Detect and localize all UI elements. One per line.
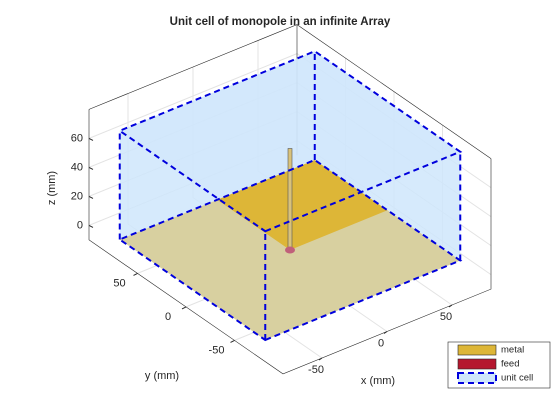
x-tick [448,304,453,308]
y-tick [181,306,187,310]
z-tick [88,195,94,199]
z-axis-label: z (mm) [46,171,58,205]
y-axis-label: y (mm) [145,370,179,382]
x-tick-label: 0 [378,337,384,349]
legend: metal feed unit cell [447,341,551,389]
z-tick [88,137,94,141]
legend-swatch [457,372,497,384]
y-tick-label: 0 [165,311,171,323]
unit-cell-top [119,51,461,232]
chart-title: Unit cell of monopole in an infinite Arr… [170,16,391,28]
x-tick-label: -50 [308,364,324,376]
z-tick [88,166,94,170]
legend-label: feed [501,359,520,370]
z-tick-label: 60 [71,132,83,144]
feed [285,246,295,254]
x-tick [318,357,323,361]
y-tick-label: -50 [209,344,225,356]
x-axis-label: x (mm) [361,375,395,387]
x-tick-label: 50 [440,311,452,323]
legend-label: unit cell [501,373,533,384]
y-tick [230,339,235,343]
legend-label: metal [501,345,524,356]
z-tick [88,224,94,228]
ground-plane-lit [217,160,388,250]
scene: -50 0 50 -50 0 50 0 20 40 60 [71,24,492,376]
y-tick-label: 50 [113,277,125,289]
legend-swatch [457,344,497,356]
z-tick-label: 20 [71,190,83,202]
legend-swatch [457,358,497,370]
unit-cell-edge [117,158,463,342]
unit-cell-edge [117,50,463,233]
monopole [287,148,293,251]
z-tick-label: 0 [77,219,83,231]
y-tick [133,272,138,276]
z-tick-label: 40 [71,161,83,173]
x-tick [383,331,388,334]
